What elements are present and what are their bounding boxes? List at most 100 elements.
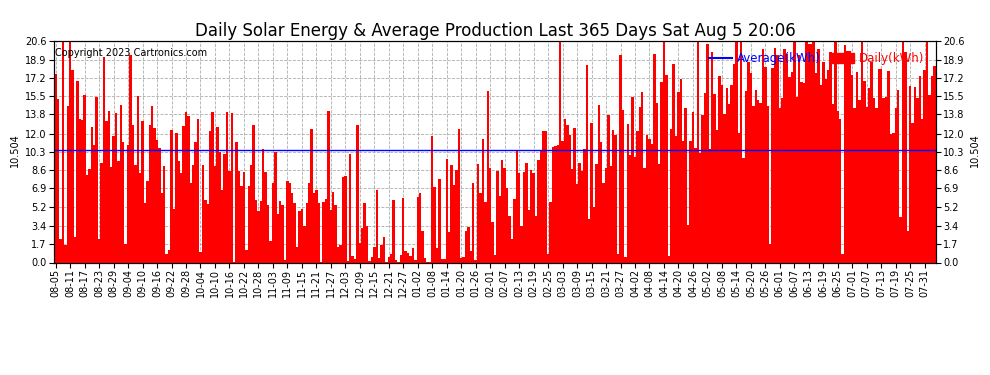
Bar [137, 96, 139, 262]
Bar [672, 64, 675, 262]
Bar [204, 200, 207, 262]
Bar [521, 226, 523, 262]
Bar [229, 171, 231, 262]
Bar [885, 97, 887, 262]
Bar [325, 200, 328, 262]
Bar [699, 153, 701, 262]
Bar [71, 70, 74, 262]
Bar [353, 258, 356, 262]
Bar [578, 163, 581, 262]
Bar [264, 172, 267, 262]
Bar [738, 133, 740, 262]
Bar [648, 139, 650, 262]
Bar [731, 85, 733, 262]
Bar [127, 145, 130, 262]
Bar [236, 142, 238, 262]
Bar [86, 176, 88, 262]
Bar [788, 77, 791, 262]
Bar [711, 52, 714, 262]
Bar [682, 141, 684, 262]
Bar [402, 198, 405, 262]
Bar [759, 103, 761, 262]
Bar [774, 48, 776, 262]
Bar [605, 168, 607, 262]
Bar [328, 111, 330, 262]
Bar [501, 160, 504, 262]
Bar [757, 100, 759, 262]
Bar [61, 41, 64, 262]
Bar [190, 183, 192, 262]
Bar [373, 247, 375, 262]
Bar [882, 98, 885, 262]
Bar [144, 203, 147, 262]
Bar [721, 85, 723, 262]
Bar [250, 165, 252, 262]
Bar [523, 172, 525, 262]
Bar [103, 57, 105, 262]
Bar [543, 130, 545, 262]
Bar [59, 239, 61, 262]
Bar [617, 254, 620, 262]
Bar [345, 176, 346, 262]
Bar [267, 205, 269, 262]
Bar [482, 139, 484, 262]
Bar [113, 136, 115, 262]
Bar [694, 148, 697, 262]
Bar [452, 185, 455, 262]
Bar [370, 257, 373, 262]
Bar [892, 133, 895, 262]
Bar [593, 207, 595, 262]
Bar [629, 155, 632, 262]
Bar [860, 41, 863, 262]
Bar [684, 108, 687, 262]
Bar [709, 149, 711, 262]
Bar [627, 124, 629, 262]
Bar [66, 106, 69, 262]
Bar [422, 231, 424, 262]
Bar [202, 165, 204, 262]
Bar [786, 54, 788, 262]
Bar [800, 82, 803, 262]
Bar [323, 202, 325, 262]
Bar [538, 159, 540, 262]
Bar [912, 123, 914, 262]
Bar [271, 183, 274, 262]
Bar [779, 108, 781, 262]
Bar [533, 172, 535, 262]
Bar [549, 202, 551, 262]
Bar [209, 131, 211, 262]
Bar [692, 112, 694, 262]
Bar [424, 258, 427, 262]
Bar [479, 194, 482, 262]
Bar [766, 105, 769, 262]
Bar [254, 200, 257, 262]
Bar [642, 93, 644, 262]
Bar [798, 55, 800, 262]
Bar [78, 119, 81, 262]
Bar [484, 202, 486, 262]
Bar [783, 49, 786, 262]
Bar [95, 97, 98, 262]
Bar [890, 134, 892, 262]
Bar [650, 144, 653, 262]
Bar [238, 171, 241, 262]
Bar [64, 245, 66, 262]
Bar [274, 152, 276, 262]
Bar [491, 222, 494, 262]
Bar [361, 228, 363, 262]
Bar [306, 203, 308, 262]
Bar [224, 154, 226, 262]
Bar [576, 184, 578, 262]
Bar [259, 201, 262, 262]
Bar [246, 251, 248, 262]
Bar [168, 250, 170, 262]
Bar [83, 94, 86, 262]
Bar [142, 122, 144, 262]
Bar [573, 129, 576, 262]
Text: 10.504: 10.504 [10, 133, 20, 166]
Bar [563, 119, 566, 262]
Bar [662, 41, 665, 262]
Bar [125, 243, 127, 262]
Bar [832, 104, 835, 262]
Bar [284, 260, 286, 262]
